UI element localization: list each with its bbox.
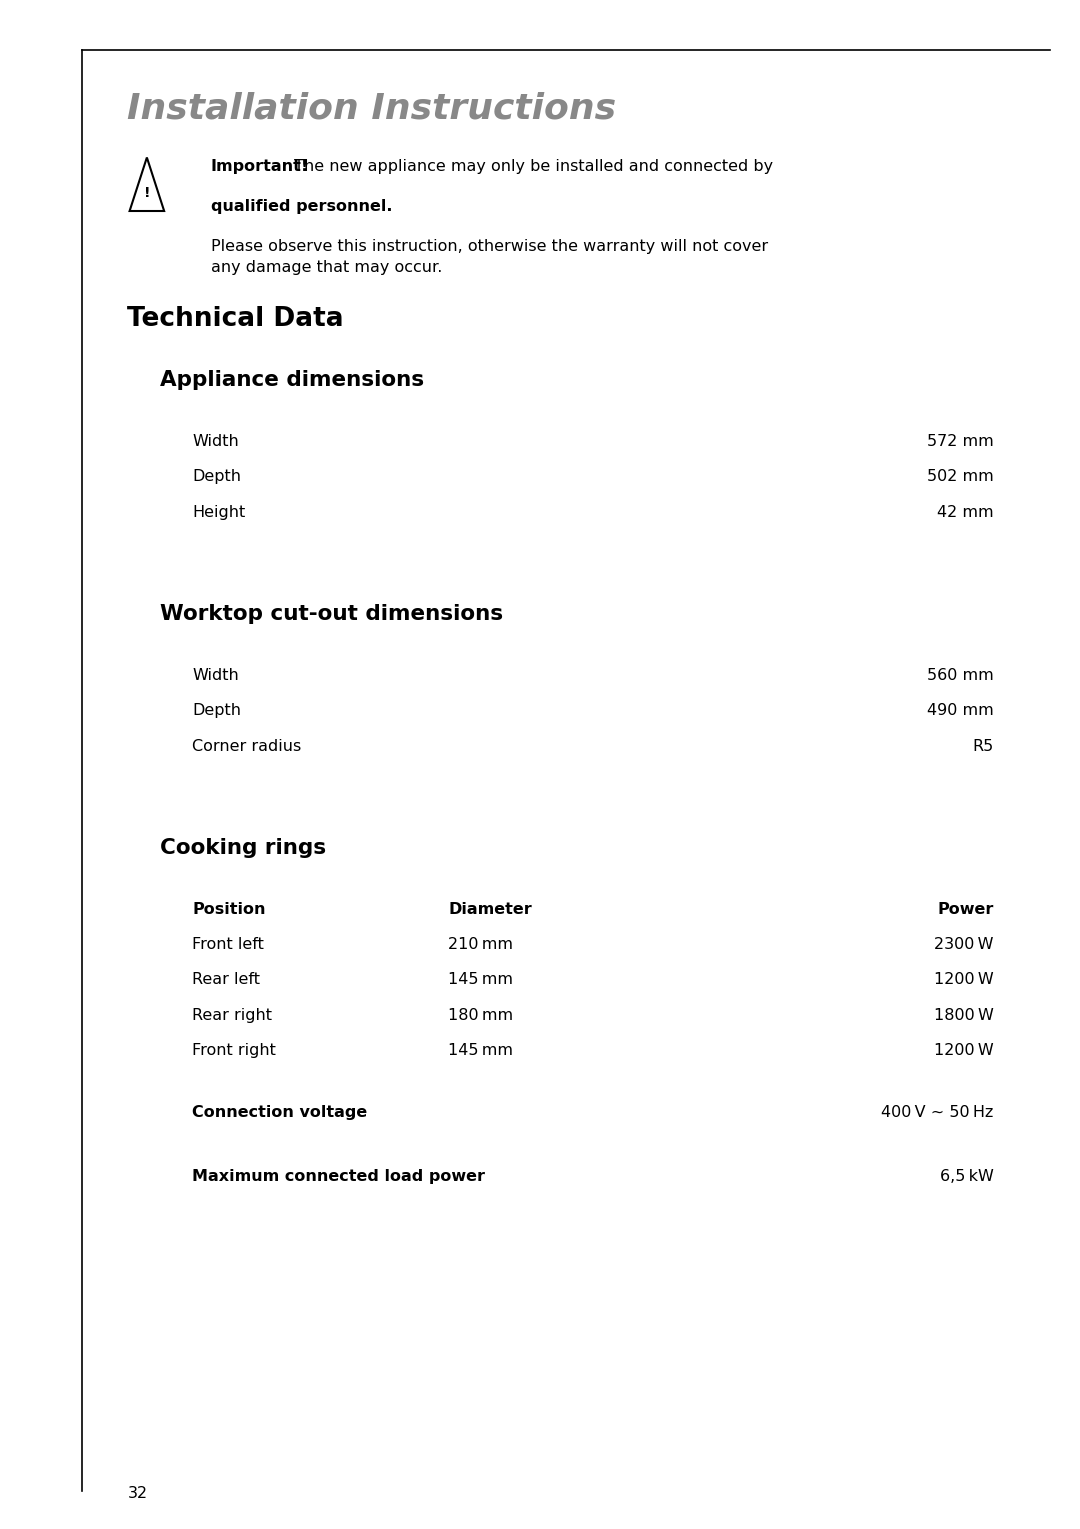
Text: Technical Data: Technical Data bbox=[127, 306, 345, 332]
Text: Depth: Depth bbox=[192, 703, 241, 719]
Text: Worktop cut-out dimensions: Worktop cut-out dimensions bbox=[160, 604, 503, 624]
Text: 2300 W: 2300 W bbox=[934, 937, 994, 953]
Text: 32: 32 bbox=[127, 1486, 148, 1501]
Text: 502 mm: 502 mm bbox=[927, 469, 994, 485]
Text: 560 mm: 560 mm bbox=[927, 668, 994, 683]
Text: Corner radius: Corner radius bbox=[192, 739, 301, 754]
Text: Front left: Front left bbox=[192, 937, 265, 953]
Text: Depth: Depth bbox=[192, 469, 241, 485]
Text: Cooking rings: Cooking rings bbox=[160, 838, 326, 858]
Text: Power: Power bbox=[937, 902, 994, 917]
Text: Please observe this instruction, otherwise the warranty will not cover
any damag: Please observe this instruction, otherwi… bbox=[211, 239, 768, 275]
Text: Maximum connected load power: Maximum connected load power bbox=[192, 1168, 485, 1183]
Text: Height: Height bbox=[192, 505, 245, 520]
Text: R5: R5 bbox=[972, 739, 994, 754]
Text: Diameter: Diameter bbox=[448, 902, 532, 917]
Text: 490 mm: 490 mm bbox=[927, 703, 994, 719]
Text: Appliance dimensions: Appliance dimensions bbox=[160, 370, 424, 390]
Text: Installation Instructions: Installation Instructions bbox=[127, 92, 617, 125]
Text: 1800 W: 1800 W bbox=[934, 1008, 994, 1023]
Text: 145 mm: 145 mm bbox=[448, 1043, 513, 1058]
Text: !: ! bbox=[144, 185, 150, 200]
Text: Connection voltage: Connection voltage bbox=[192, 1105, 367, 1121]
Text: Width: Width bbox=[192, 434, 239, 450]
Text: 400 V ~ 50 Hz: 400 V ~ 50 Hz bbox=[881, 1105, 994, 1121]
Text: Rear right: Rear right bbox=[192, 1008, 272, 1023]
Text: 42 mm: 42 mm bbox=[937, 505, 994, 520]
Text: Width: Width bbox=[192, 668, 239, 683]
Text: 180 mm: 180 mm bbox=[448, 1008, 513, 1023]
Text: Position: Position bbox=[192, 902, 266, 917]
Text: 210 mm: 210 mm bbox=[448, 937, 513, 953]
Text: qualified personnel.: qualified personnel. bbox=[211, 199, 392, 214]
Text: The new appliance may only be installed and connected by: The new appliance may only be installed … bbox=[289, 159, 773, 174]
Text: 572 mm: 572 mm bbox=[927, 434, 994, 450]
Text: 1200 W: 1200 W bbox=[934, 972, 994, 988]
Text: 145 mm: 145 mm bbox=[448, 972, 513, 988]
Text: 1200 W: 1200 W bbox=[934, 1043, 994, 1058]
Text: Front right: Front right bbox=[192, 1043, 276, 1058]
Text: Important!: Important! bbox=[211, 159, 309, 174]
Text: 6,5 kW: 6,5 kW bbox=[940, 1168, 994, 1183]
Text: Rear left: Rear left bbox=[192, 972, 260, 988]
